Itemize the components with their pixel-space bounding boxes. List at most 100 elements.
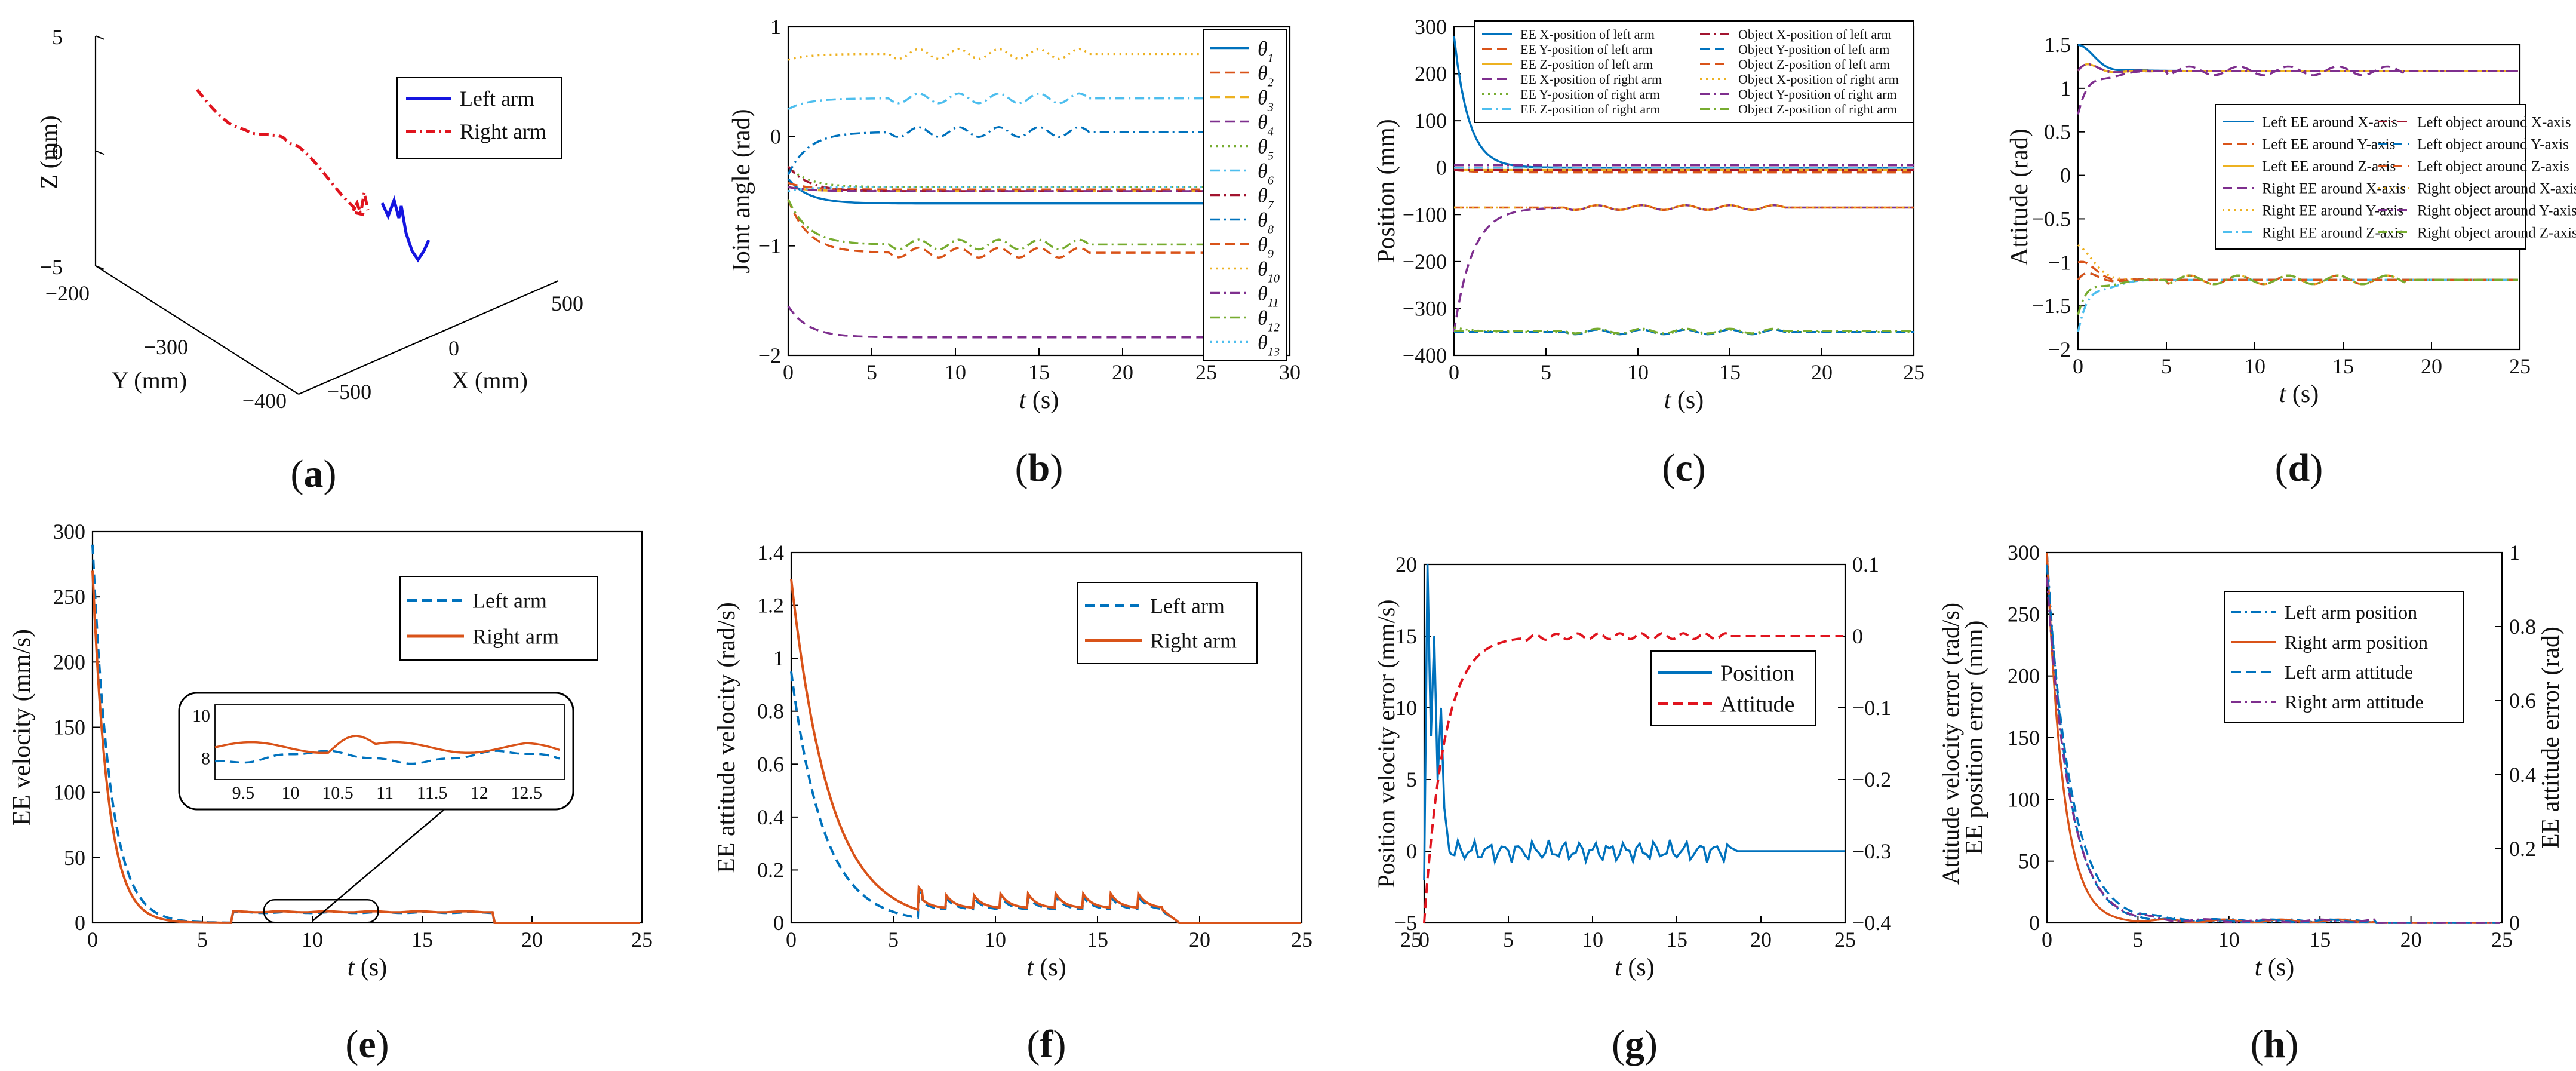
x-tick-label: 10 <box>302 928 323 952</box>
panel-caption: (a) <box>291 452 337 496</box>
y-tick-label: 50 <box>2018 849 2040 873</box>
x-tick-label: 25 <box>1400 928 1422 952</box>
z-tick-label: 0 <box>52 140 63 164</box>
y2-tick-label: 0.1 <box>1852 553 1879 576</box>
series-line-d6 <box>2077 278 2518 333</box>
legend-label: Left EE around X-axis <box>2262 114 2397 130</box>
series-line-theta2 <box>788 182 1206 191</box>
x-tick-label: 5 <box>866 360 877 384</box>
legend-label: Right arm position <box>2285 631 2428 653</box>
position-error-line <box>1423 564 1845 880</box>
series-line-theta4 <box>787 305 1206 339</box>
attitude-error-line <box>1423 632 1844 923</box>
legend-label: Left object around Z-axis <box>2417 158 2569 174</box>
legend-label: Left object around X-axis <box>2417 114 2571 130</box>
x-tick-label: 15 <box>1028 360 1050 384</box>
panel-caption: (e) <box>345 1023 389 1066</box>
x-tick-label: −500 <box>327 380 371 404</box>
y-tick-label: −1 <box>758 234 781 258</box>
x-tick-label: 0 <box>783 360 794 384</box>
series-line-d11 <box>2077 63 2518 73</box>
x-tick-label: 10 <box>2244 354 2265 378</box>
x-tick-label: 20 <box>2421 354 2442 378</box>
y-tick-label: 0 <box>2029 911 2040 935</box>
y2-tick-label: 0 <box>1852 624 1863 648</box>
y-tick-label: −300 <box>144 335 188 359</box>
x-tick-label: 25 <box>1195 360 1217 384</box>
y-axis-label: EE velocity (mm/s) <box>8 629 36 826</box>
y-axis-label: Joint angle (rad) <box>728 109 755 273</box>
y-tick-label: −2 <box>2048 337 2071 361</box>
y-tick-label: 300 <box>2008 541 2040 564</box>
legend-label: Object Y-position of right arm <box>1738 87 1897 102</box>
series-line-d5 <box>2077 244 2518 286</box>
y2-tick-label: 0.4 <box>2509 763 2536 787</box>
panel-a: 5 0 −5 Z (mm) −200 −300 −400 Y (mm) 500 0 −500 X (m… <box>35 25 583 496</box>
y-tick-label: 100 <box>2008 787 2040 811</box>
series-line-theta13 <box>788 186 1206 192</box>
y-tick-label: 20 <box>1395 553 1417 576</box>
legend-label: Object Z-position of right arm <box>1738 102 1897 116</box>
y2-tick-label: −0.3 <box>1852 839 1891 863</box>
error-line-h4 <box>2046 577 2500 924</box>
legend-label: Right object around Y-axis <box>2417 202 2576 219</box>
x-tick-label: 0 <box>2073 354 2083 378</box>
y-tick-label: 200 <box>2008 664 2040 688</box>
y-axis-label: Position (mm) <box>1373 119 1400 263</box>
y-tick-label: 200 <box>53 650 85 674</box>
y-tick-label: 250 <box>2008 602 2040 626</box>
series-line-c4 <box>1453 204 1914 332</box>
x-tick-label: 10 <box>1627 360 1649 384</box>
x-axis-label: t (s) <box>1664 386 1704 414</box>
left-arm-attitude-velocity-line <box>790 671 1301 924</box>
legend-box <box>1077 582 1258 664</box>
y-tick-label: 1 <box>773 646 784 670</box>
left-arm-trajectory <box>380 195 431 263</box>
legend-box <box>1650 650 1816 726</box>
y-tick-label: 1.2 <box>757 594 784 618</box>
y-tick-label: 15 <box>1395 624 1417 648</box>
legend-label: Position <box>1720 661 1795 686</box>
x-tick-label: 15 <box>2332 354 2354 378</box>
x-tick-label: 15 <box>1719 360 1741 384</box>
x-tick-label: 20 <box>2400 928 2422 952</box>
x-tick-label: 25 <box>1903 360 1925 384</box>
legend-label: Object X-position of left arm <box>1738 27 1892 42</box>
x-tick-label: 15 <box>411 928 433 952</box>
y-tick-label: 0 <box>2060 164 2071 188</box>
y-tick-label: 1.4 <box>757 541 784 564</box>
y-tick-label: 0 <box>1406 839 1417 863</box>
legend-box <box>2215 104 2526 250</box>
legend-label: Right arm <box>1150 629 1237 653</box>
inset-x-tick-label: 12 <box>471 783 488 803</box>
y2-axis-label: EE attitude error (rad) <box>2537 627 2565 849</box>
y-tick-label: 300 <box>53 520 85 544</box>
y-tick-label: 150 <box>53 716 85 739</box>
panel-b: 0 5 10 15 20 25 30 −2 −1 0 1 t (s) Joint angle (rad)… <box>728 15 1301 490</box>
y-tick-label: 0 <box>1436 156 1447 180</box>
y-axis-label: Position velocity error (mm/s) <box>1373 599 1400 888</box>
y2-axis-label: Attitude velocity error (rad/s) <box>1937 603 1964 885</box>
legend-box <box>2224 591 2464 723</box>
series-line-theta9 <box>787 199 1206 259</box>
zoom-connector <box>312 806 448 922</box>
z-tick-label: 5 <box>52 25 63 49</box>
x-tick-label: 25 <box>1834 928 1856 952</box>
legend-label: Object X-position of right arm <box>1738 72 1899 87</box>
inset-frame <box>178 692 574 811</box>
panel-c: 0 5 10 15 20 25 −400 −300 −200 −100 0 100 200 300 t (s… <box>1373 15 1925 490</box>
inset-x-tick-label: 11 <box>376 783 394 803</box>
y-tick-label: 1 <box>2060 76 2071 100</box>
legend-label: EE Y-position of left arm <box>1520 42 1653 57</box>
x-tick-label: 25 <box>1291 928 1312 952</box>
x-tick-label: 500 <box>551 291 583 315</box>
series-line-theta1 <box>787 178 1206 205</box>
x-tick-label: 0 <box>1449 360 1459 384</box>
y-tick-label: −100 <box>1403 202 1447 226</box>
x-tick-label: 0 <box>448 336 459 360</box>
z-tick-label: −5 <box>40 255 63 279</box>
inset-left-arm-line <box>214 750 560 765</box>
legend-label: Left arm <box>1150 594 1225 618</box>
y-tick-label: 1.5 <box>2044 33 2071 57</box>
